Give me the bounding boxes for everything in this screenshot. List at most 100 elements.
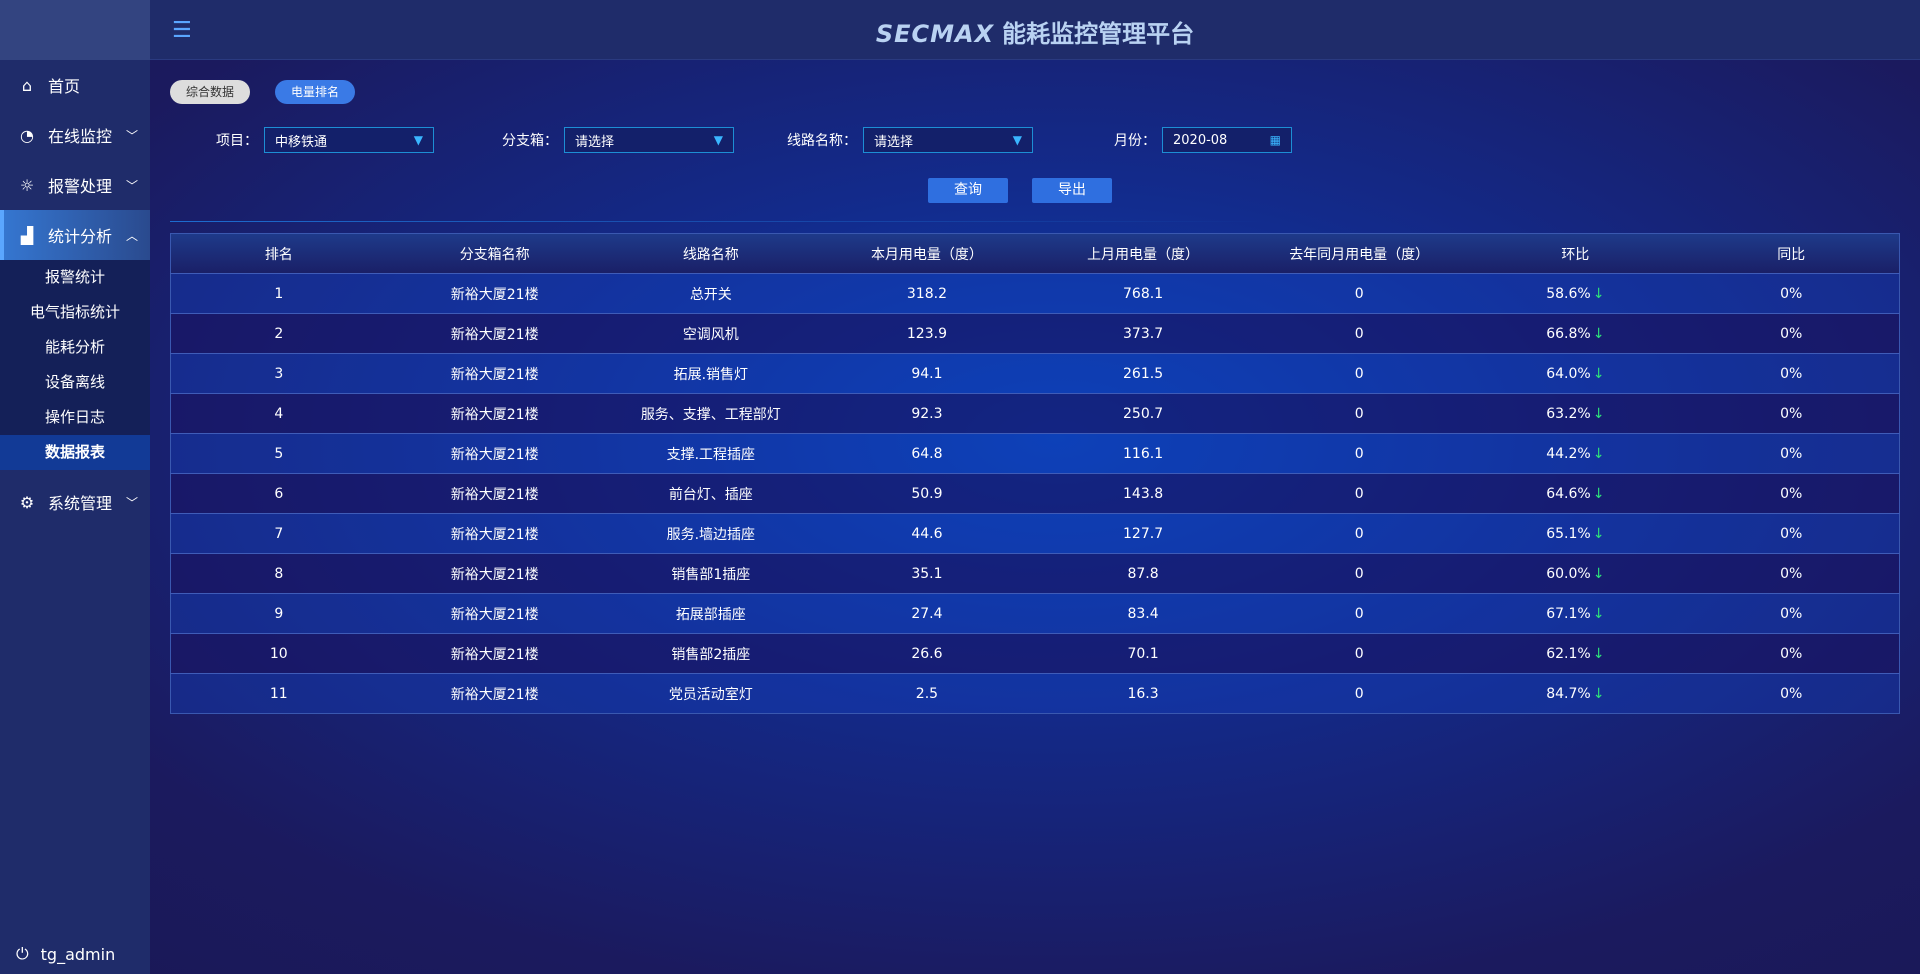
table-cell: 0% bbox=[1683, 434, 1899, 474]
table-row[interactable]: 5 新裕大厦21楼 支撑.工程插座 64.8 116.1 0 44.2% ↓ 0% bbox=[170, 433, 1900, 474]
line-filter: 线路名称： 请选择 ▼ bbox=[787, 127, 1033, 153]
table-cell: 0 bbox=[1251, 394, 1467, 434]
nav-system[interactable]: ⚙ 系统管理 ﹀ bbox=[0, 477, 150, 527]
table-cell: 9 bbox=[171, 594, 387, 634]
table-cell: 84.7% ↓ bbox=[1467, 674, 1683, 714]
month-picker[interactable]: 2020-08 ▦ bbox=[1162, 127, 1292, 153]
cell-value: 新裕大厦21楼 bbox=[450, 446, 539, 463]
table-row[interactable]: 8 新裕大厦21楼 销售部1插座 35.1 87.8 0 60.0% ↓ 0% bbox=[170, 553, 1900, 594]
caret-down-icon: ▼ bbox=[413, 133, 423, 147]
project-select[interactable]: 中移铁通 ▼ bbox=[264, 127, 434, 153]
cell-value: 64.8 bbox=[911, 445, 943, 462]
cell-value: 0% bbox=[1780, 325, 1803, 342]
cell-value: 新裕大厦21楼 bbox=[450, 526, 539, 543]
table-cell: 0% bbox=[1683, 634, 1899, 674]
cell-value: 0% bbox=[1780, 285, 1803, 302]
table-cell: 768.1 bbox=[1035, 274, 1251, 314]
gauge-icon: ◔ bbox=[20, 125, 34, 145]
cell-value: 0% bbox=[1780, 525, 1803, 542]
table-row[interactable]: 11 新裕大厦21楼 党员活动室灯 2.5 16.3 0 84.7% ↓ 0% bbox=[170, 673, 1900, 714]
value: 2020-08 bbox=[1173, 132, 1228, 148]
user-logout[interactable]: ⏻ tg_admin bbox=[16, 944, 115, 964]
table-cell: 拓展.销售灯 bbox=[603, 354, 819, 394]
table-cell: 27.4 bbox=[819, 594, 1035, 634]
cell-value: 0 bbox=[1354, 285, 1364, 302]
cell-value: 0% bbox=[1780, 445, 1803, 462]
table-row[interactable]: 2 新裕大厦21楼 空调风机 123.9 373.7 0 66.8% ↓ 0% bbox=[170, 313, 1900, 354]
cell-value: 8 bbox=[274, 565, 284, 582]
sub-energy-analysis[interactable]: 能耗分析 bbox=[44, 338, 105, 356]
cell-value: 1 bbox=[274, 285, 284, 302]
title-text: 能耗监控管理平台 bbox=[1002, 20, 1195, 48]
arrow-down-icon: ↓ bbox=[1592, 325, 1605, 342]
value: 请选择 bbox=[874, 134, 914, 150]
table-cell: 261.5 bbox=[1035, 354, 1251, 394]
arrow-down-icon: ↓ bbox=[1592, 645, 1605, 662]
cell-value: 92.3 bbox=[911, 405, 943, 422]
value: 中移铁通 bbox=[275, 134, 328, 150]
nav-online-monitor[interactable]: ◔ 在线监控 ﹀ bbox=[0, 110, 150, 160]
cell-value: 服务、支撑、工程部灯 bbox=[640, 406, 781, 423]
nav-label: 报警处理 bbox=[48, 177, 113, 196]
table-row[interactable]: 7 新裕大厦21楼 服务.墙边插座 44.6 127.7 0 65.1% ↓ 0% bbox=[170, 513, 1900, 554]
table-cell: 0% bbox=[1683, 314, 1899, 354]
menu-collapse-icon[interactable]: ☰ bbox=[172, 18, 192, 43]
table-row[interactable]: 10 新裕大厦21楼 销售部2插座 26.6 70.1 0 62.1% ↓ 0% bbox=[170, 633, 1900, 674]
query-button[interactable]: 查询 bbox=[928, 178, 1008, 203]
table-cell: 0 bbox=[1251, 314, 1467, 354]
table-cell: 94.1 bbox=[819, 354, 1035, 394]
label: 项目： bbox=[216, 133, 258, 149]
table-row[interactable]: 4 新裕大厦21楼 服务、支撑、工程部灯 92.3 250.7 0 63.2% ↓ 0% bbox=[170, 393, 1900, 434]
sub-electrical-stats[interactable]: 电气指标统计 bbox=[29, 303, 120, 321]
cell-value: 87.8 bbox=[1127, 565, 1159, 582]
table-cell: 0 bbox=[1251, 434, 1467, 474]
export-button[interactable]: 导出 bbox=[1032, 178, 1112, 203]
cell-value: 261.5 bbox=[1123, 365, 1164, 382]
table-cell: 16.3 bbox=[1035, 674, 1251, 714]
nav-statistics[interactable]: ▟ 统计分析 ︿ bbox=[0, 210, 150, 260]
table-cell: 58.6% ↓ bbox=[1467, 274, 1683, 314]
arrow-down-icon: ↓ bbox=[1592, 685, 1605, 702]
table-cell: 0% bbox=[1683, 274, 1899, 314]
table-cell: 26.6 bbox=[819, 634, 1035, 674]
table-cell: 销售部2插座 bbox=[603, 634, 819, 674]
line-select[interactable]: 请选择 ▼ bbox=[863, 127, 1033, 153]
tab-summary[interactable]: 综合数据 bbox=[170, 80, 251, 104]
cell-value: 64.6% bbox=[1546, 485, 1591, 502]
cell-value: 11 bbox=[269, 685, 288, 702]
sub-alarm-stats[interactable]: 报警统计 bbox=[44, 268, 105, 286]
sub-operation-log[interactable]: 操作日志 bbox=[44, 408, 105, 426]
table-cell: 4 bbox=[171, 394, 387, 434]
calendar-icon: ▦ bbox=[1269, 133, 1281, 147]
table-row[interactable]: 1 新裕大厦21楼 总开关 318.2 768.1 0 58.6% ↓ 0% bbox=[170, 273, 1900, 314]
cell-value: 前台灯、插座 bbox=[668, 486, 753, 503]
tab-ranking[interactable]: 电量排名 bbox=[275, 80, 356, 104]
sub-device-offline[interactable]: 设备离线 bbox=[44, 373, 105, 391]
table-cell: 新裕大厦21楼 bbox=[387, 594, 603, 634]
table-row[interactable]: 6 新裕大厦21楼 前台灯、插座 50.9 143.8 0 64.6% ↓ 0% bbox=[170, 473, 1900, 514]
nav-home[interactable]: ⌂ 首页 bbox=[0, 60, 150, 110]
table-cell: 新裕大厦21楼 bbox=[387, 474, 603, 514]
cell-value: 66.8% bbox=[1546, 325, 1591, 342]
branch-select[interactable]: 请选择 ▼ bbox=[564, 127, 734, 153]
cell-value: 0% bbox=[1780, 485, 1803, 502]
table-cell: 0% bbox=[1683, 594, 1899, 634]
cell-value: 0 bbox=[1354, 405, 1364, 422]
table-row[interactable]: 3 新裕大厦21楼 拓展.销售灯 94.1 261.5 0 64.0% ↓ 0% bbox=[170, 353, 1900, 394]
chevron-down-icon: ﹀ bbox=[125, 128, 138, 143]
table-cell: 70.1 bbox=[1035, 634, 1251, 674]
table-cell: 44.2% ↓ bbox=[1467, 434, 1683, 474]
cell-value: 67.1% bbox=[1546, 605, 1591, 622]
cell-value: 0% bbox=[1780, 685, 1803, 702]
cell-value: 空调风机 bbox=[682, 326, 739, 343]
table-cell: 新裕大厦21楼 bbox=[387, 514, 603, 554]
table-cell: 8 bbox=[171, 554, 387, 594]
sub-data-report[interactable]: 数据报表 bbox=[0, 435, 150, 470]
table-cell: 373.7 bbox=[1035, 314, 1251, 354]
nav-alarm[interactable]: ☼ 报警处理 ﹀ bbox=[0, 160, 150, 210]
table-row[interactable]: 9 新裕大厦21楼 拓展部插座 27.4 83.4 0 67.1% ↓ 0% bbox=[170, 593, 1900, 634]
cell-value: 373.7 bbox=[1123, 325, 1164, 342]
column-header: 分支箱名称 bbox=[459, 246, 530, 263]
nav-label: 在线监控 bbox=[48, 127, 113, 146]
table-cell: 60.0% ↓ bbox=[1467, 554, 1683, 594]
